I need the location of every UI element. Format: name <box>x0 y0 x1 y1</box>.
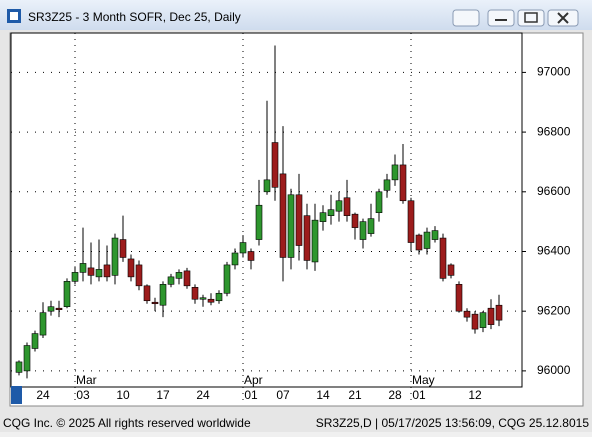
candle-body <box>383 179 391 191</box>
x-tick-label: 28 <box>388 388 402 402</box>
month-label: May <box>412 373 435 387</box>
candle-body <box>191 287 199 300</box>
y-tick-label: 96600 <box>537 184 571 198</box>
y-tick-label: 96800 <box>537 124 571 138</box>
candle-body <box>207 298 215 303</box>
candle-body <box>255 204 263 240</box>
candle-body <box>343 197 351 216</box>
candle-body <box>303 215 311 261</box>
close-icon <box>557 12 569 24</box>
candle-body <box>63 281 71 308</box>
candle-body <box>175 272 183 279</box>
candle-body <box>295 194 303 246</box>
candle-body <box>263 179 271 193</box>
candle-body <box>271 142 279 188</box>
x-tick-label: 24 <box>196 388 210 402</box>
x-tick-label: 14 <box>316 388 330 402</box>
candle-body <box>319 212 327 222</box>
candle-body <box>359 221 367 240</box>
month-label: Mar <box>76 373 97 387</box>
candle-body <box>471 313 479 330</box>
candle-body <box>311 219 319 263</box>
scroll-handle[interactable] <box>11 386 22 404</box>
candle-body <box>31 333 39 349</box>
candle-body <box>423 231 431 249</box>
candle-body <box>231 252 239 266</box>
candle-body <box>415 234 423 251</box>
candle-body <box>367 218 375 234</box>
candle-body <box>159 284 167 306</box>
footer-right: SR3Z25,D | 05/17/2025 13:56:09, CQG 25.1… <box>316 416 590 430</box>
candle-body <box>143 285 151 302</box>
x-tick-label: 01 <box>244 388 258 402</box>
candle-body <box>407 200 415 243</box>
x-tick-label: 10 <box>116 388 130 402</box>
candle-body <box>167 276 175 285</box>
candle-body <box>199 297 207 300</box>
minimize-button[interactable] <box>487 9 515 27</box>
candle-body <box>103 264 111 278</box>
x-tick-label: 21 <box>348 388 362 402</box>
candle-body <box>79 263 87 273</box>
candle-body <box>351 213 359 228</box>
candle-body <box>399 164 407 202</box>
month-label: Apr <box>244 373 263 387</box>
window-title: SR3Z25 - 3 Month SOFR, Dec 25, Daily <box>28 10 241 24</box>
candle-body <box>87 267 95 276</box>
x-tick-label: 07 <box>276 388 290 402</box>
candle-body <box>391 164 399 181</box>
candle-body <box>183 270 191 287</box>
link-button[interactable] <box>452 9 480 27</box>
candle-body <box>111 237 119 276</box>
candle-body <box>335 200 343 212</box>
candle-body <box>439 237 447 279</box>
plot-border <box>10 32 523 388</box>
candle-body <box>447 264 455 276</box>
maximize-icon <box>524 12 538 23</box>
y-tick-label: 96000 <box>537 363 571 377</box>
x-tick-label: 24 <box>36 388 50 402</box>
candle-body <box>23 345 31 372</box>
y-tick-label: 96200 <box>537 303 571 317</box>
candle-body <box>223 264 231 294</box>
y-tick-label: 97000 <box>537 65 571 79</box>
candle-body <box>287 194 295 258</box>
candle-body <box>95 269 103 278</box>
candle-body <box>215 292 223 302</box>
candle-body <box>15 361 23 373</box>
candle-body <box>247 251 255 261</box>
candle-body <box>327 209 335 216</box>
x-tick-label: 03 <box>76 388 90 402</box>
candle-body <box>463 310 471 318</box>
candle-body <box>375 191 383 213</box>
x-tick-label: 17 <box>156 388 170 402</box>
candle-body <box>239 242 247 254</box>
candle-body <box>455 284 463 312</box>
candle-body <box>39 312 47 336</box>
candle-body <box>495 304 503 321</box>
candle-body <box>479 312 487 328</box>
footer-left: CQG Inc. © 2025 All rights reserved worl… <box>3 416 251 430</box>
x-tick-label: 12 <box>468 388 482 402</box>
y-tick-label: 96400 <box>537 244 571 258</box>
candle-body <box>135 264 143 287</box>
x-tick-label: 01 <box>412 388 426 402</box>
candle-body <box>47 306 55 312</box>
candle-body <box>279 173 287 258</box>
candle-body <box>151 301 159 305</box>
candle-body <box>487 307 495 325</box>
candle-body <box>127 258 135 278</box>
candle-body <box>71 272 79 282</box>
candle-body <box>431 230 439 240</box>
candle-body <box>119 239 127 258</box>
candle-body <box>55 307 63 310</box>
app-icon-inner <box>10 12 18 20</box>
